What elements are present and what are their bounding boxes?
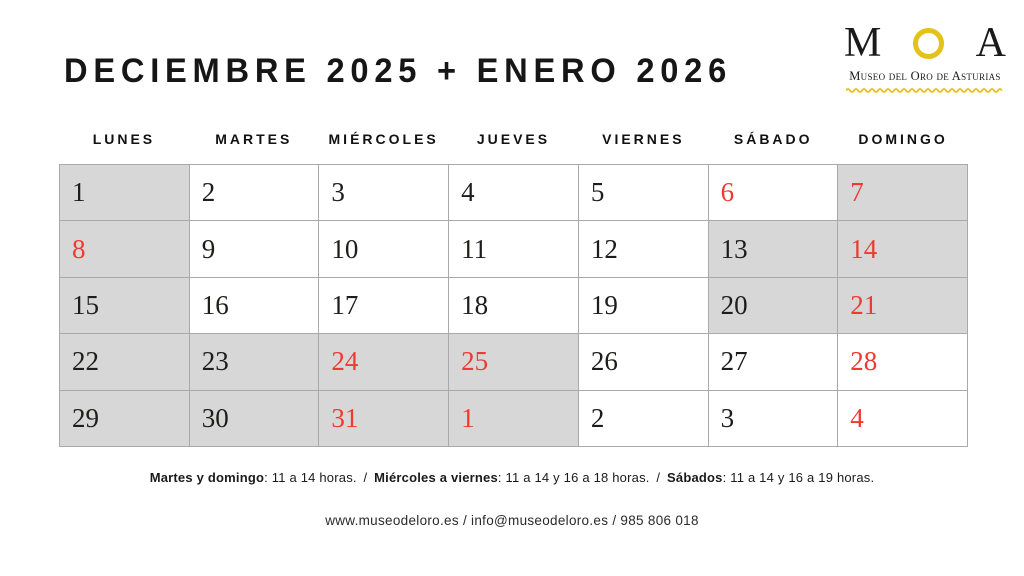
calendar-cell: 24 bbox=[319, 334, 450, 391]
calendar-cell: 13 bbox=[708, 221, 839, 278]
calendar-cell: 18 bbox=[449, 277, 579, 335]
day-number: 20 bbox=[720, 289, 748, 320]
calendar-cell: 19 bbox=[578, 277, 709, 335]
hours-tue-sun-label: Martes y domingo bbox=[149, 470, 265, 485]
day-number: 5 bbox=[590, 177, 605, 208]
logo-letter-m: M bbox=[844, 20, 882, 66]
calendar-cell: 17 bbox=[319, 277, 450, 335]
calendar-cell: 12 bbox=[578, 221, 709, 278]
logo-letter-o-ring bbox=[913, 27, 944, 59]
hours-separator-2: / bbox=[656, 470, 661, 485]
calendar-cell: 20 bbox=[708, 277, 839, 335]
calendar-grid: 1 2 3 4 5 6 7 8 9 10 11 12 13 14 15 16 17 18 19 20 21 22 23 24 2… bbox=[59, 164, 968, 447]
day-number: 16 bbox=[201, 289, 229, 320]
logo-wave-icon bbox=[846, 88, 1003, 93]
calendar-cell: 1 bbox=[60, 165, 190, 222]
calendar-cell: 14 bbox=[838, 221, 968, 278]
day-number: 4 bbox=[461, 177, 475, 208]
calendar-cell: 31 bbox=[319, 390, 450, 447]
day-number: 12 bbox=[590, 233, 618, 264]
calendar-cell: 11 bbox=[449, 221, 579, 278]
calendar-cell: 30 bbox=[189, 390, 320, 447]
day-number: 3 bbox=[720, 402, 735, 433]
page-title: DECIEMBRE 2025 + ENERO 2026 bbox=[64, 52, 733, 90]
day-number: 9 bbox=[201, 233, 216, 264]
hours-saturday-value: : 11 a 14 y 16 a 19 horas. bbox=[722, 470, 875, 485]
weekday-jueves: JUEVES bbox=[476, 131, 551, 147]
calendar-cell: 22 bbox=[60, 334, 190, 391]
day-number: 2 bbox=[201, 177, 216, 208]
hours-wed-fri-label: Miércoles a viernes bbox=[370, 470, 498, 485]
calendar-cell: 26 bbox=[578, 334, 709, 391]
day-number: 10 bbox=[331, 233, 359, 264]
opening-hours: Martes y domingo: 11 a 14 horas. / Miérc… bbox=[0, 470, 1024, 485]
day-number: 21 bbox=[850, 289, 878, 320]
day-number: 13 bbox=[720, 233, 748, 264]
day-number: 7 bbox=[850, 177, 864, 208]
calendar-cell: 3 bbox=[708, 390, 839, 447]
calendar-cell: 8 bbox=[60, 221, 190, 278]
contact-line: www.museodeloro.es / info@museodeloro.es… bbox=[325, 513, 699, 528]
day-number: 25 bbox=[461, 346, 489, 377]
calendar-cell: 16 bbox=[189, 277, 320, 335]
weekday-sabado: SÁBADO bbox=[733, 131, 813, 147]
moa-logo-letters: M A bbox=[842, 22, 1008, 64]
calendar-cell: 1 bbox=[449, 390, 579, 447]
calendar-cell: 6 bbox=[708, 165, 839, 222]
day-number: 27 bbox=[720, 346, 748, 377]
calendar-cell: 4 bbox=[838, 390, 968, 447]
calendar-cell: 5 bbox=[578, 165, 709, 222]
weekday-miercoles: MIÉRCOLES bbox=[328, 131, 439, 147]
day-number: 2 bbox=[590, 402, 605, 433]
day-number: 15 bbox=[72, 289, 99, 320]
day-number: 18 bbox=[461, 289, 489, 320]
calendar-cell: 7 bbox=[838, 165, 968, 222]
day-number: 26 bbox=[590, 346, 618, 377]
hours-separator-1: / bbox=[363, 470, 368, 485]
hours-tue-sun-value: : 11 a 14 horas. bbox=[264, 470, 361, 485]
day-number: 30 bbox=[201, 402, 229, 433]
calendar-cell: 2 bbox=[578, 390, 709, 447]
day-number: 6 bbox=[720, 177, 735, 208]
day-number: 1 bbox=[461, 402, 475, 433]
moa-logo: M A Museo del Oro de Asturias bbox=[842, 22, 1008, 93]
logo-subtitle: Museo del Oro de Asturias bbox=[849, 69, 1001, 83]
day-number: 31 bbox=[331, 402, 359, 433]
logo-letter-a: A bbox=[975, 20, 1006, 66]
hours-saturday-label: Sábados bbox=[663, 470, 723, 485]
calendar-cell: 4 bbox=[449, 165, 579, 222]
calendar-cell: 21 bbox=[838, 277, 968, 335]
calendar-cell: 10 bbox=[319, 221, 450, 278]
calendar-cell: 9 bbox=[189, 221, 320, 278]
day-number: 4 bbox=[850, 402, 864, 433]
weekday-domingo: DOMINGO bbox=[858, 131, 948, 147]
day-number: 19 bbox=[590, 289, 618, 320]
day-number: 11 bbox=[461, 233, 488, 264]
weekday-martes: MARTES bbox=[215, 131, 293, 147]
calendar-cell: 2 bbox=[189, 165, 320, 222]
calendar-cell: 28 bbox=[838, 334, 968, 391]
calendar-cell: 29 bbox=[60, 390, 190, 447]
weekday-viernes: VIERNES bbox=[602, 131, 685, 147]
day-number: 24 bbox=[331, 346, 359, 377]
day-number: 29 bbox=[72, 402, 99, 433]
day-number: 14 bbox=[850, 233, 878, 264]
day-number: 22 bbox=[72, 346, 99, 377]
weekday-header-row: LUNES MARTES MIÉRCOLES JUEVES VIERNES SÁ… bbox=[59, 131, 968, 147]
calendar-cell: 27 bbox=[708, 334, 839, 391]
weekday-lunes: LUNES bbox=[92, 131, 156, 147]
day-number: 3 bbox=[331, 177, 345, 208]
day-number: 23 bbox=[201, 346, 229, 377]
hours-wed-fri-value: : 11 a 14 y 16 a 18 horas. bbox=[497, 470, 654, 485]
day-number: 1 bbox=[72, 177, 86, 208]
calendar-cell: 3 bbox=[319, 165, 450, 222]
day-number: 28 bbox=[850, 346, 878, 377]
calendar-cell: 15 bbox=[60, 277, 190, 335]
day-number: 8 bbox=[72, 233, 86, 264]
calendar-cell: 25 bbox=[449, 334, 579, 391]
calendar-cell: 23 bbox=[189, 334, 320, 391]
day-number: 17 bbox=[331, 289, 359, 320]
